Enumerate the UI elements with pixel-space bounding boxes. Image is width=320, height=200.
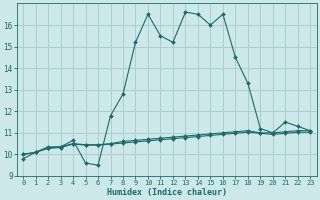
X-axis label: Humidex (Indice chaleur): Humidex (Indice chaleur) [107, 188, 227, 197]
